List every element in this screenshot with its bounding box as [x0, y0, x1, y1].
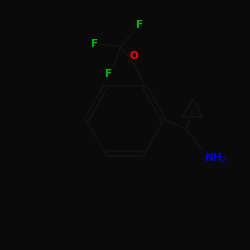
Text: F: F — [136, 20, 143, 30]
Text: F: F — [91, 39, 98, 49]
Text: NH$_2$: NH$_2$ — [204, 151, 227, 165]
Text: F: F — [105, 69, 112, 79]
Text: O: O — [130, 52, 139, 62]
